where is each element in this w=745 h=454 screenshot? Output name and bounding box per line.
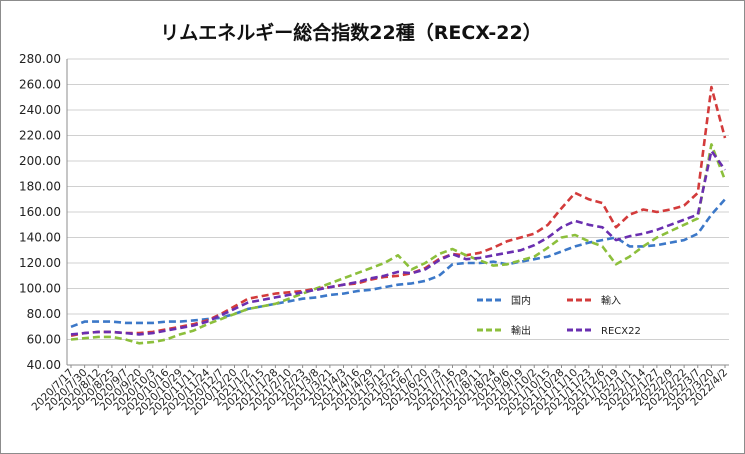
chart-title: リムエネルギー総合指数22種（RECX-22） — [160, 21, 541, 44]
gridlines — [67, 58, 729, 366]
y-tick-label: 220.00 — [19, 129, 61, 143]
series-line-1 — [70, 85, 727, 337]
y-tick-label: 280.00 — [19, 52, 61, 66]
legend-label-0: 国内 — [511, 294, 531, 307]
legend-label-3: RECX22 — [601, 326, 641, 337]
series-lines — [70, 85, 727, 345]
legend-label-2: 輸出 — [511, 324, 531, 337]
y-tick-label: 60.00 — [27, 333, 61, 347]
legend-label-1: 輸入 — [601, 294, 621, 307]
y-tick-label: 100.00 — [19, 282, 61, 296]
y-tick-label: 160.00 — [19, 205, 61, 219]
y-tick-label: 180.00 — [19, 180, 61, 194]
y-tick-label: 260.00 — [19, 78, 61, 92]
y-tick-label: 120.00 — [19, 256, 61, 270]
y-tick-label: 140.00 — [19, 231, 61, 245]
y-axis-ticks: 40.00 60.00 80.00 100.00 120.00 140.00 160.00 1… — [19, 52, 61, 372]
y-tick-label: 40.00 — [27, 358, 61, 372]
axes — [66, 59, 729, 368]
y-tick-label: 200.00 — [19, 154, 61, 168]
y-tick-label: 80.00 — [27, 307, 61, 321]
x-axis-ticks: 2020/7/172020/7/302020/8/122020/8/252020… — [30, 366, 731, 418]
series-line-2 — [70, 143, 727, 345]
series-line-3 — [70, 149, 727, 336]
y-tick-label: 240.00 — [19, 103, 61, 117]
series-line-0 — [70, 198, 726, 329]
